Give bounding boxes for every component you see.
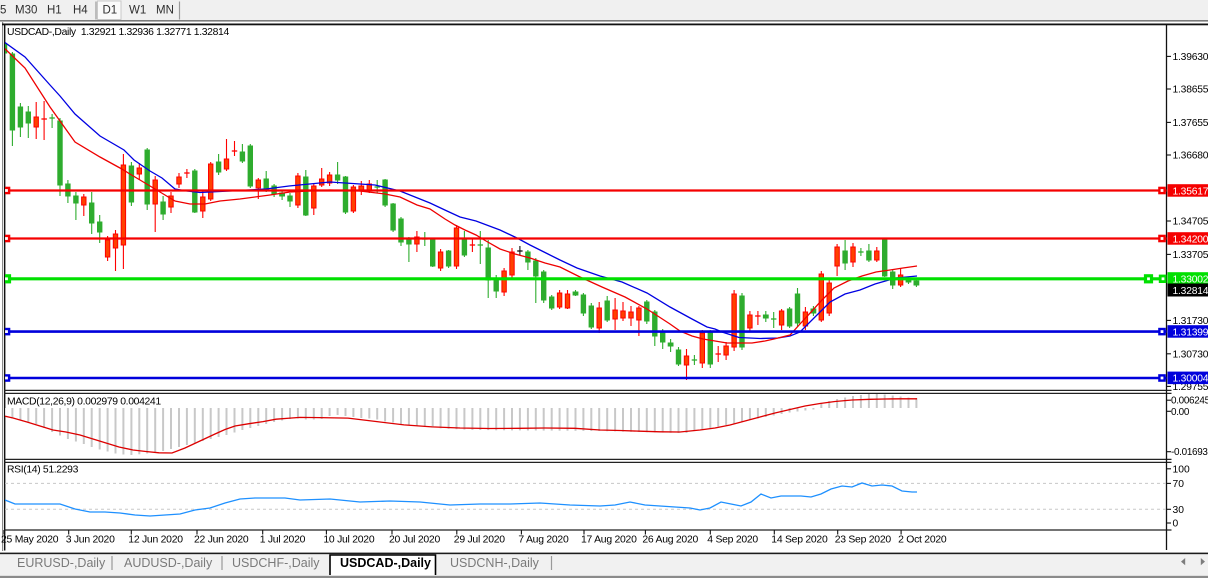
svg-text:1.33002: 1.33002 bbox=[1173, 274, 1208, 285]
svg-text:30: 30 bbox=[1173, 505, 1185, 516]
svg-text:D1: D1 bbox=[103, 5, 118, 17]
svg-text:MN: MN bbox=[156, 5, 174, 17]
svg-text:-0.016933: -0.016933 bbox=[1171, 447, 1208, 458]
svg-text:5: 5 bbox=[0, 5, 6, 17]
svg-text:1.34705: 1.34705 bbox=[1173, 217, 1208, 228]
svg-text:M30: M30 bbox=[15, 5, 37, 17]
svg-text:23 Sep 2020: 23 Sep 2020 bbox=[835, 534, 892, 545]
svg-text:2 Oct 2020: 2 Oct 2020 bbox=[898, 534, 947, 545]
svg-text:1.31399: 1.31399 bbox=[1173, 327, 1208, 338]
svg-text:10 Jul 2020: 10 Jul 2020 bbox=[323, 534, 374, 545]
svg-text:1.30004: 1.30004 bbox=[1173, 374, 1208, 385]
svg-text:USDCAD-,Daily: USDCAD-,Daily bbox=[340, 556, 431, 570]
svg-text:1.31730: 1.31730 bbox=[1173, 316, 1208, 327]
svg-text:USDCAD-,Daily 1.32921 1.32936: USDCAD-,Daily 1.32921 1.32936 1.32771 1.… bbox=[7, 27, 229, 38]
svg-text:26 Aug 2020: 26 Aug 2020 bbox=[642, 534, 698, 545]
svg-text:0.00: 0.00 bbox=[1171, 407, 1190, 418]
svg-text:70: 70 bbox=[1173, 479, 1185, 490]
svg-text:12 Jun 2020: 12 Jun 2020 bbox=[128, 534, 183, 545]
svg-text:14 Sep 2020: 14 Sep 2020 bbox=[771, 534, 828, 545]
svg-text:22 Jun 2020: 22 Jun 2020 bbox=[194, 534, 249, 545]
svg-text:USDCHF-,Daily: USDCHF-,Daily bbox=[232, 556, 320, 570]
svg-text:AUDUSD-,Daily: AUDUSD-,Daily bbox=[124, 556, 213, 570]
svg-text:H4: H4 bbox=[73, 5, 88, 17]
svg-text:USDCNH-,Daily: USDCNH-,Daily bbox=[450, 556, 540, 570]
svg-text:1.39630: 1.39630 bbox=[1173, 52, 1208, 63]
svg-text:1.37655: 1.37655 bbox=[1173, 118, 1208, 129]
svg-text:MACD(12,26,9) 0.002979 0.00424: MACD(12,26,9) 0.002979 0.004241 bbox=[7, 396, 161, 407]
svg-text:29 Jul 2020: 29 Jul 2020 bbox=[454, 534, 505, 545]
svg-text:1.29755: 1.29755 bbox=[1173, 382, 1208, 393]
svg-text:RSI(14) 51.2293: RSI(14) 51.2293 bbox=[7, 464, 79, 475]
svg-text:1.34200: 1.34200 bbox=[1173, 234, 1208, 245]
svg-text:1.33705: 1.33705 bbox=[1173, 250, 1208, 261]
svg-text:1.32814: 1.32814 bbox=[1173, 286, 1208, 297]
svg-text:EURUSD-,Daily: EURUSD-,Daily bbox=[17, 556, 106, 570]
svg-text:1.30730: 1.30730 bbox=[1173, 349, 1208, 360]
svg-text:0: 0 bbox=[1173, 519, 1179, 530]
svg-text:4 Sep 2020: 4 Sep 2020 bbox=[707, 534, 758, 545]
svg-text:25 May 2020: 25 May 2020 bbox=[1, 534, 59, 545]
svg-text:H1: H1 bbox=[47, 5, 62, 17]
svg-text:1.38655: 1.38655 bbox=[1173, 85, 1208, 96]
svg-text:1.35617: 1.35617 bbox=[1173, 186, 1208, 197]
svg-text:100: 100 bbox=[1173, 464, 1190, 475]
svg-text:1.36680: 1.36680 bbox=[1173, 151, 1208, 162]
svg-text:1 Jul 2020: 1 Jul 2020 bbox=[260, 534, 306, 545]
svg-text:17 Aug 2020: 17 Aug 2020 bbox=[581, 534, 637, 545]
svg-text:20 Jul 2020: 20 Jul 2020 bbox=[389, 534, 440, 545]
svg-text:W1: W1 bbox=[129, 5, 146, 17]
svg-text:7 Aug 2020: 7 Aug 2020 bbox=[518, 534, 569, 545]
svg-text:3 Jun 2020: 3 Jun 2020 bbox=[66, 534, 115, 545]
svg-text:0.006245: 0.006245 bbox=[1171, 396, 1208, 407]
